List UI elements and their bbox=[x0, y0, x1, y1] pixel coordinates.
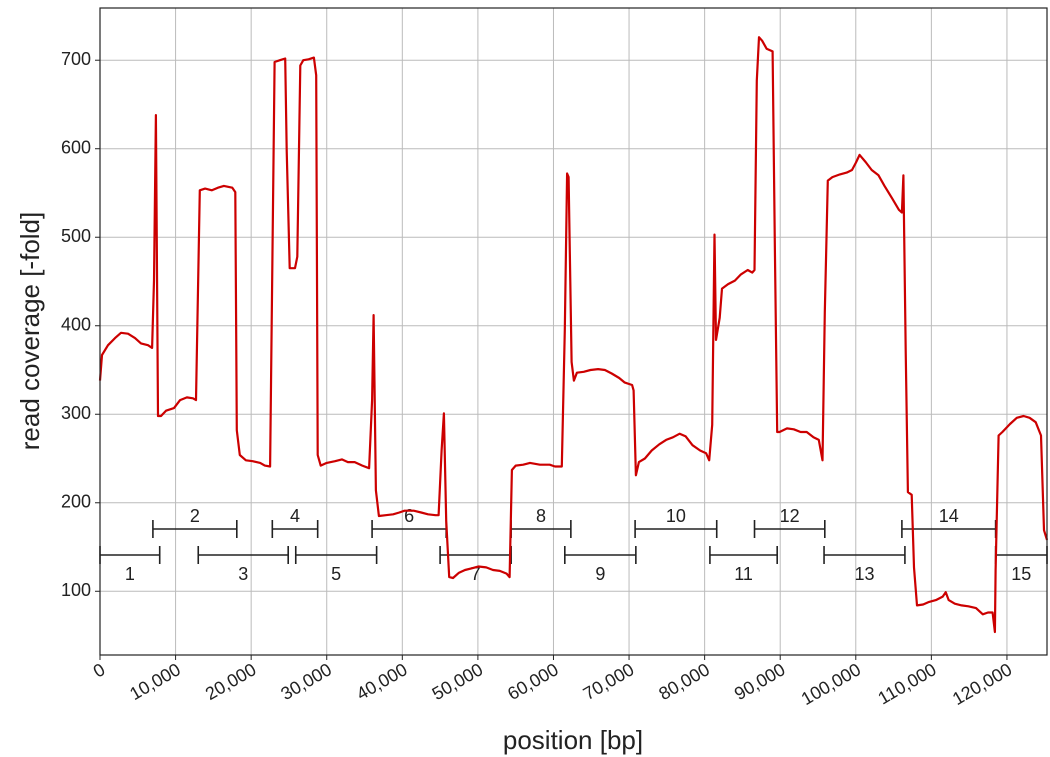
amplicon-label: 9 bbox=[595, 564, 605, 584]
y-tick-label: 600 bbox=[61, 137, 91, 157]
y-tick-label: 300 bbox=[61, 403, 91, 423]
x-tick-label: 50,000 bbox=[429, 659, 487, 704]
x-tick-label: 60,000 bbox=[504, 659, 562, 704]
amplicon-label: 11 bbox=[734, 564, 753, 584]
x-tick-label: 20,000 bbox=[202, 659, 260, 704]
y-tick-label: 500 bbox=[61, 226, 91, 246]
amplicon-label: 1 bbox=[125, 564, 135, 584]
amplicon-label: 4 bbox=[290, 506, 300, 526]
x-axis-label: position [bp] bbox=[503, 725, 643, 755]
amplicon-label: 14 bbox=[939, 506, 959, 526]
amplicon-label: 5 bbox=[331, 564, 341, 584]
amplicon-label: 10 bbox=[666, 506, 686, 526]
amplicon-label: 3 bbox=[238, 564, 248, 584]
coverage-line bbox=[98, 36, 1049, 634]
x-tick-label: 10,000 bbox=[126, 659, 184, 704]
y-tick-label: 700 bbox=[61, 49, 91, 69]
x-tick-label: 120,000 bbox=[949, 659, 1015, 709]
amplicon-label: 8 bbox=[536, 506, 546, 526]
x-tick-label: 100,000 bbox=[798, 659, 864, 709]
amplicon-label: 12 bbox=[780, 506, 800, 526]
x-tick-label: 90,000 bbox=[731, 659, 789, 704]
x-tick-label: 40,000 bbox=[353, 659, 411, 704]
amplicon-label: 13 bbox=[854, 564, 874, 584]
x-tick-label: 80,000 bbox=[655, 659, 713, 704]
x-tick-label: 0 bbox=[90, 659, 109, 681]
amplicon-label: 2 bbox=[190, 506, 200, 526]
amplicon-label: 15 bbox=[1011, 564, 1031, 584]
x-tick-label: 30,000 bbox=[277, 659, 335, 704]
y-axis-label: read coverage [-fold] bbox=[15, 212, 45, 450]
y-tick-label: 200 bbox=[61, 492, 91, 512]
y-tick-label: 100 bbox=[61, 580, 91, 600]
x-tick-label: 110,000 bbox=[875, 659, 940, 708]
amplicon-label: 7 bbox=[471, 564, 481, 584]
amplicon-label: 6 bbox=[404, 506, 414, 526]
x-tick-label: 70,000 bbox=[580, 659, 638, 704]
y-tick-label: 400 bbox=[61, 314, 91, 334]
plot-frame bbox=[99, 7, 1048, 656]
